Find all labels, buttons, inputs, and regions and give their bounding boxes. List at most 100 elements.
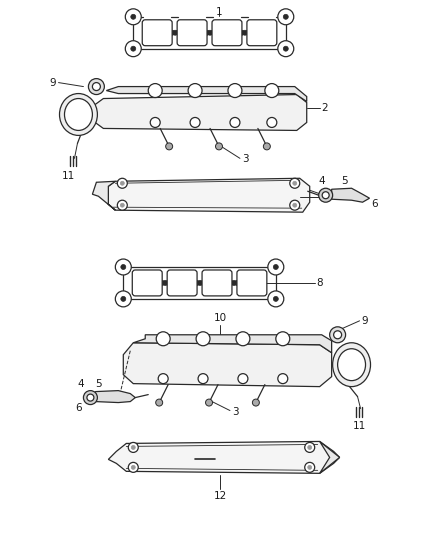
Circle shape (92, 83, 100, 91)
Circle shape (131, 14, 136, 19)
Circle shape (201, 280, 205, 286)
Circle shape (234, 280, 240, 286)
Circle shape (268, 291, 284, 307)
FancyBboxPatch shape (167, 270, 197, 296)
Polygon shape (124, 343, 332, 386)
Circle shape (131, 465, 135, 470)
Text: 11: 11 (62, 171, 75, 181)
Circle shape (173, 30, 178, 35)
Circle shape (160, 280, 165, 286)
Polygon shape (108, 178, 310, 212)
Circle shape (156, 332, 170, 346)
Circle shape (208, 30, 212, 35)
Ellipse shape (338, 349, 366, 381)
Text: 1: 1 (215, 7, 223, 17)
Circle shape (120, 181, 124, 185)
Circle shape (215, 143, 223, 150)
Text: 2: 2 (321, 102, 328, 112)
Circle shape (334, 331, 342, 339)
Circle shape (117, 200, 127, 210)
Circle shape (150, 117, 160, 127)
Circle shape (273, 264, 278, 270)
Circle shape (228, 84, 242, 98)
Circle shape (293, 181, 297, 185)
Circle shape (162, 280, 168, 286)
Circle shape (305, 462, 314, 472)
Circle shape (278, 41, 294, 56)
FancyBboxPatch shape (177, 20, 207, 46)
FancyBboxPatch shape (142, 20, 172, 46)
Ellipse shape (332, 343, 371, 386)
Text: 3: 3 (232, 407, 239, 416)
Circle shape (121, 296, 126, 301)
Text: 5: 5 (95, 378, 102, 389)
Polygon shape (106, 86, 307, 101)
Text: 6: 6 (75, 402, 82, 413)
Circle shape (87, 394, 94, 401)
Circle shape (198, 374, 208, 384)
Circle shape (240, 30, 244, 35)
Circle shape (117, 178, 127, 188)
Circle shape (131, 46, 136, 51)
Circle shape (166, 280, 171, 286)
Circle shape (305, 442, 314, 453)
Circle shape (205, 399, 212, 406)
Circle shape (276, 332, 290, 346)
Circle shape (155, 399, 162, 406)
Polygon shape (95, 391, 135, 402)
Circle shape (176, 30, 180, 35)
Circle shape (319, 188, 332, 202)
FancyBboxPatch shape (202, 270, 232, 296)
FancyBboxPatch shape (247, 20, 277, 46)
Circle shape (205, 30, 209, 35)
Circle shape (128, 442, 138, 453)
Circle shape (88, 78, 104, 94)
Circle shape (230, 117, 240, 127)
Text: 3: 3 (242, 155, 248, 164)
Circle shape (238, 374, 248, 384)
Circle shape (322, 192, 329, 199)
Circle shape (121, 264, 126, 270)
Polygon shape (108, 441, 339, 473)
Text: 9: 9 (49, 78, 56, 87)
Circle shape (290, 178, 300, 188)
Circle shape (158, 374, 168, 384)
Circle shape (148, 84, 162, 98)
Circle shape (267, 117, 277, 127)
Circle shape (198, 280, 202, 286)
Circle shape (229, 280, 233, 286)
Text: 6: 6 (371, 199, 378, 209)
Text: 8: 8 (317, 278, 323, 288)
Circle shape (293, 203, 297, 207)
Circle shape (115, 291, 131, 307)
Polygon shape (92, 94, 307, 131)
Text: 10: 10 (213, 313, 226, 323)
Text: 5: 5 (341, 176, 348, 186)
Circle shape (115, 259, 131, 275)
Circle shape (120, 203, 124, 207)
Circle shape (245, 30, 251, 35)
Circle shape (278, 9, 294, 25)
Text: 4: 4 (77, 378, 84, 389)
Circle shape (231, 280, 237, 286)
Circle shape (236, 332, 250, 346)
Circle shape (166, 143, 173, 150)
Circle shape (283, 46, 288, 51)
FancyBboxPatch shape (212, 20, 242, 46)
Circle shape (290, 200, 300, 210)
Text: 11: 11 (353, 422, 366, 432)
FancyBboxPatch shape (132, 270, 162, 296)
Polygon shape (320, 441, 339, 473)
Circle shape (242, 30, 247, 35)
Circle shape (211, 30, 215, 35)
Circle shape (283, 14, 288, 19)
Circle shape (265, 84, 279, 98)
Circle shape (170, 30, 175, 35)
Text: 12: 12 (213, 491, 226, 501)
Circle shape (125, 9, 141, 25)
Circle shape (194, 280, 200, 286)
Circle shape (330, 327, 346, 343)
Polygon shape (133, 335, 332, 353)
Circle shape (188, 84, 202, 98)
Ellipse shape (64, 99, 92, 131)
